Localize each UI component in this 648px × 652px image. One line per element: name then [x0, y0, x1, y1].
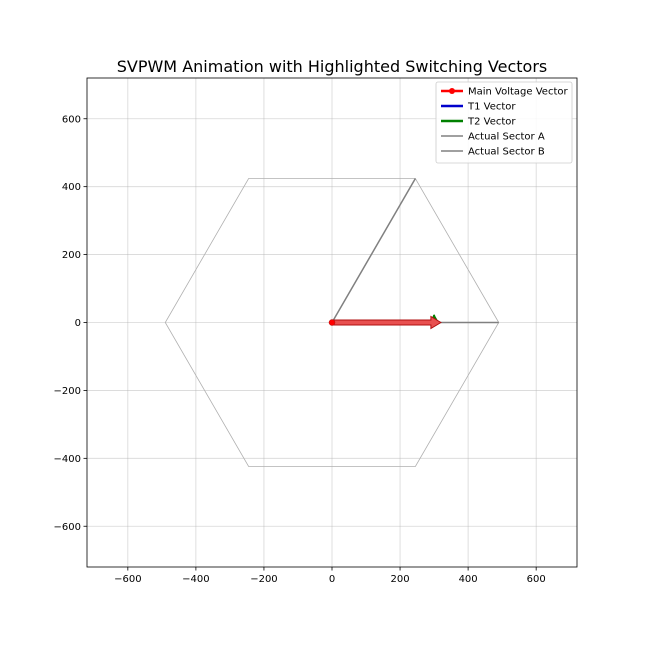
main-voltage-origin-marker	[328, 319, 336, 326]
x-tick-label: −600	[114, 574, 141, 585]
y-tick-label: 400	[62, 182, 81, 193]
legend: Main Voltage Vector T1 Vector T2 Vector Act…	[435, 81, 573, 164]
legend-box	[435, 81, 573, 164]
ticks: −600 −400 −200 0 200 400 600 −600 −400 −200 0 200 40…	[54, 114, 546, 585]
legend-label: Actual Sector A	[468, 132, 545, 143]
x-tick-label: 400	[459, 574, 478, 585]
y-tick-label: −400	[54, 454, 81, 465]
sector-b-line	[331, 178, 417, 323]
x-tick-label: −200	[250, 574, 277, 585]
y-tick-label: 200	[62, 250, 81, 261]
legend-label: T1 Vector	[467, 102, 516, 113]
chart-title: SVPWM Animation with Highlighted Switchi…	[117, 57, 548, 76]
y-tick-label: −600	[54, 522, 81, 533]
x-tick-label: 600	[527, 574, 546, 585]
x-tick-label: −400	[182, 574, 209, 585]
legend-label: Actual Sector B	[468, 147, 545, 158]
y-tick-label: 0	[75, 318, 81, 329]
x-tick-label: 0	[329, 574, 335, 585]
legend-marker	[449, 88, 455, 94]
series-group	[328, 178, 499, 330]
main-voltage-arrow	[331, 315, 442, 330]
y-tick-label: −200	[54, 386, 81, 397]
y-tick-label: 600	[62, 114, 81, 125]
legend-label: T2 Vector	[467, 117, 516, 128]
x-tick-label: 200	[391, 574, 410, 585]
legend-label: Main Voltage Vector	[468, 87, 568, 98]
